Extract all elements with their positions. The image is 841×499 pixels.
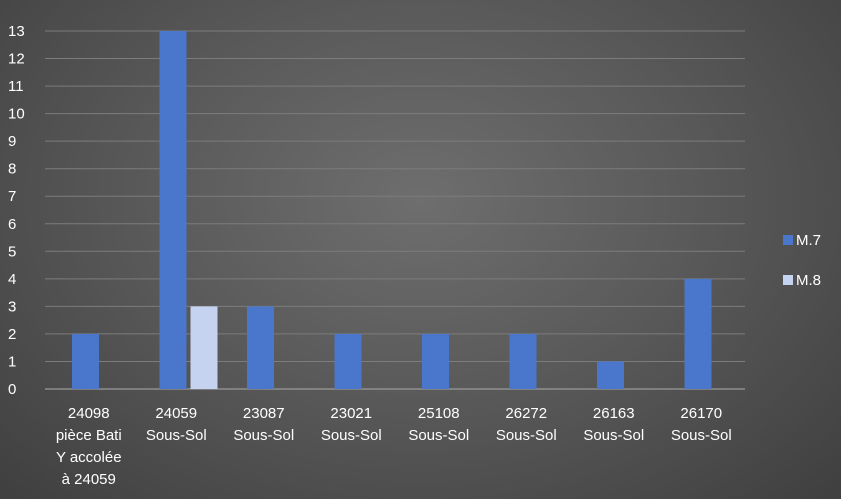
x-tick-label: Sous-Sol bbox=[671, 427, 732, 444]
y-tick-label: 12 bbox=[8, 51, 25, 68]
bar-m7-4 bbox=[422, 333, 449, 389]
x-tick-label: 26170 bbox=[680, 405, 722, 422]
x-tick-label: 23087 bbox=[243, 405, 285, 422]
legend-swatch bbox=[783, 235, 793, 245]
x-tick-label: Sous-Sol bbox=[146, 427, 207, 444]
x-tick-label: 25108 bbox=[418, 405, 460, 422]
bar-m8-1 bbox=[190, 306, 218, 389]
bar-m7-1 bbox=[159, 31, 187, 389]
x-tick-label: 24098 bbox=[68, 405, 110, 422]
y-tick-label: 5 bbox=[8, 243, 16, 260]
y-tick-label: 2 bbox=[8, 326, 16, 343]
y-tick-label: 0 bbox=[8, 381, 16, 398]
bar-m7-5 bbox=[509, 333, 537, 389]
x-tick-label: 24059 bbox=[155, 405, 197, 422]
x-tick-label: Sous-Sol bbox=[233, 427, 294, 444]
x-tick-label: Sous-Sol bbox=[583, 427, 644, 444]
x-tick-label: 26163 bbox=[593, 405, 635, 422]
y-tick-label: 1 bbox=[8, 353, 16, 370]
y-tick-label: 11 bbox=[8, 78, 24, 95]
x-tick-label: Y accolée bbox=[56, 449, 122, 466]
x-tick-label: à 24059 bbox=[62, 471, 116, 488]
y-tick-label: 6 bbox=[8, 216, 16, 233]
bar-m7-3 bbox=[334, 333, 362, 389]
x-tick-label: pièce Bati bbox=[56, 427, 122, 444]
bar-m7-2 bbox=[247, 306, 274, 389]
bar-m7-0 bbox=[72, 333, 99, 389]
bar-m7-7 bbox=[684, 278, 712, 389]
legend-label: M.7 bbox=[796, 232, 821, 249]
y-tick-label: 9 bbox=[8, 133, 16, 150]
y-tick-label: 10 bbox=[8, 106, 25, 123]
y-tick-label: 4 bbox=[8, 271, 16, 288]
x-tick-label: 26272 bbox=[505, 405, 547, 422]
legend-swatch bbox=[783, 275, 793, 285]
x-tick-label: Sous-Sol bbox=[321, 427, 382, 444]
y-tick-label: 13 bbox=[8, 23, 25, 40]
y-tick-label: 3 bbox=[8, 298, 16, 315]
x-tick-label: Sous-Sol bbox=[496, 427, 557, 444]
y-tick-label: 7 bbox=[8, 188, 16, 205]
legend-label: M.8 bbox=[796, 272, 821, 289]
bar-m7-6 bbox=[597, 361, 624, 389]
x-tick-label: 23021 bbox=[330, 405, 372, 422]
x-tick-label: Sous-Sol bbox=[408, 427, 469, 444]
y-tick-label: 8 bbox=[8, 161, 16, 178]
